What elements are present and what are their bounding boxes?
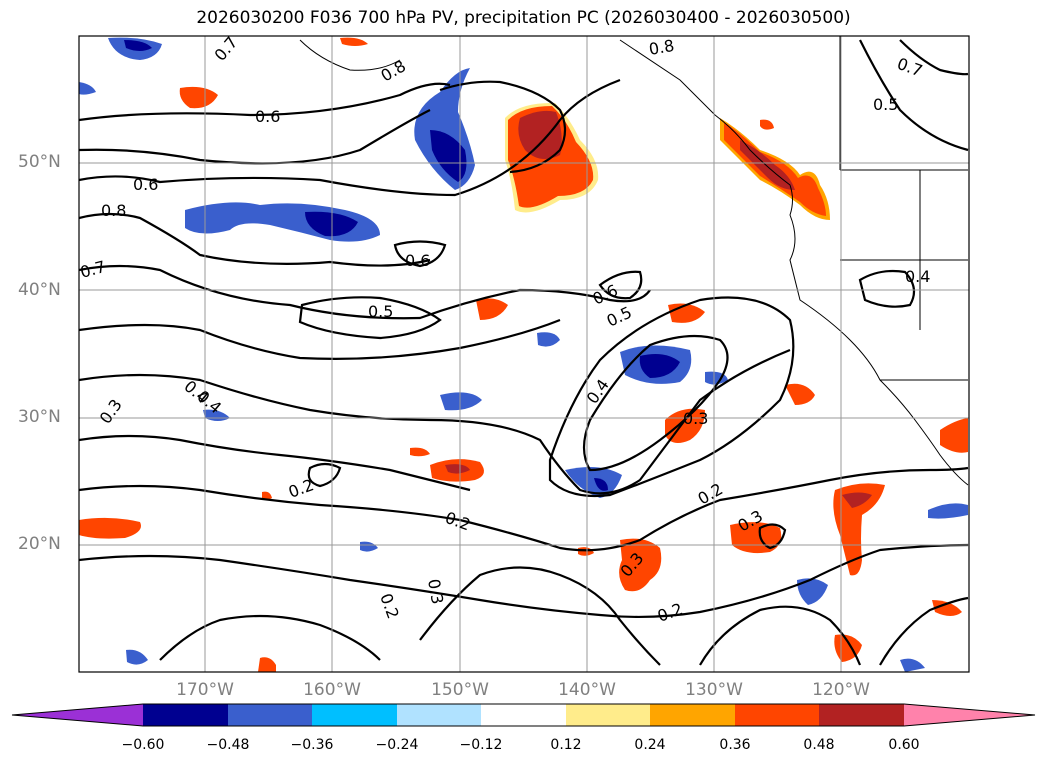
contour-label: 0.3: [96, 396, 126, 428]
colorbar-high-extend: [904, 704, 1035, 726]
colorbar-segment: [481, 704, 566, 726]
colorbar-segment: [143, 704, 228, 726]
colorbar-tick-label: 0.60: [888, 737, 920, 753]
colorbar-segment: [397, 704, 481, 726]
colorbar-tick-label: −0.60: [121, 737, 165, 753]
coastlines: [299, 36, 969, 486]
lat-label: 20°N: [18, 534, 61, 554]
lat-label: 50°N: [18, 152, 61, 172]
contour-label: 0.3: [683, 409, 708, 428]
contour-label: 0.7: [211, 33, 242, 65]
colorbar-segment: [819, 704, 904, 726]
precip-positive: [79, 37, 968, 672]
contour-label: 0.2: [443, 508, 473, 535]
contour-label: 0.4: [905, 267, 930, 286]
pv-contours: [79, 39, 969, 666]
colorbar-tick-label: −0.48: [206, 737, 250, 753]
contour-label: 0.2: [655, 599, 685, 626]
colorbar-segment: [650, 704, 735, 726]
colorbar-segment: [312, 704, 397, 726]
lon-label: 130°W: [685, 680, 743, 700]
contour-label: 0.6: [590, 281, 621, 309]
colorbar-tick-label: −0.36: [290, 737, 334, 753]
lon-label: 150°W: [431, 680, 489, 700]
lon-label: 140°W: [558, 680, 616, 700]
contour-label: 0.8: [647, 36, 675, 59]
colorbar-low-extend: [12, 704, 143, 726]
colorbar-tick-label: 0.24: [634, 737, 666, 753]
contour-label: 0.2: [376, 591, 403, 621]
contour-label: 0.6: [405, 251, 430, 270]
graticule: [79, 36, 969, 672]
contour-label: 0.2: [695, 479, 727, 508]
contour-label: 0.7: [78, 257, 108, 282]
lat-label: 30°N: [18, 407, 61, 427]
colorbar-tick-label: 0.48: [803, 737, 835, 753]
contour-label: 0.8: [101, 201, 126, 220]
contour-label: 0.8: [378, 56, 410, 85]
contour-label: 0.5: [873, 95, 898, 114]
colorbar-tick-label: 0.36: [719, 737, 751, 753]
colorbar-tick-label: −0.24: [375, 737, 419, 753]
contour-label: 0.6: [133, 175, 158, 194]
lon-label: 170°W: [176, 680, 234, 700]
colorbar-segment: [735, 704, 819, 726]
plot-frame: [78, 35, 970, 673]
colorbar-tick-label: −0.12: [459, 737, 503, 753]
colorbar-segment: [228, 704, 312, 726]
colorbar: [11, 703, 1036, 727]
contour-label: 0.5: [368, 302, 393, 321]
contour-label: 0.2: [286, 475, 316, 502]
contour-label: 0.6: [255, 107, 280, 126]
contour-labels: 0.7 0.8 0.6 0.6 0.8 0.7 0.6 0.5 0.6 0.5 …: [78, 33, 930, 626]
lat-label: 40°N: [18, 280, 61, 300]
map-title: 2026030200 F036 700 hPa PV, precipitatio…: [196, 8, 851, 28]
lon-label: 160°W: [303, 680, 361, 700]
colorbar-segment: [566, 704, 650, 726]
lon-label: 120°W: [812, 680, 870, 700]
contour-label: 0.3: [424, 577, 447, 605]
colorbar-tick-label: 0.12: [550, 737, 582, 753]
contour-label: 0.5: [604, 303, 635, 331]
